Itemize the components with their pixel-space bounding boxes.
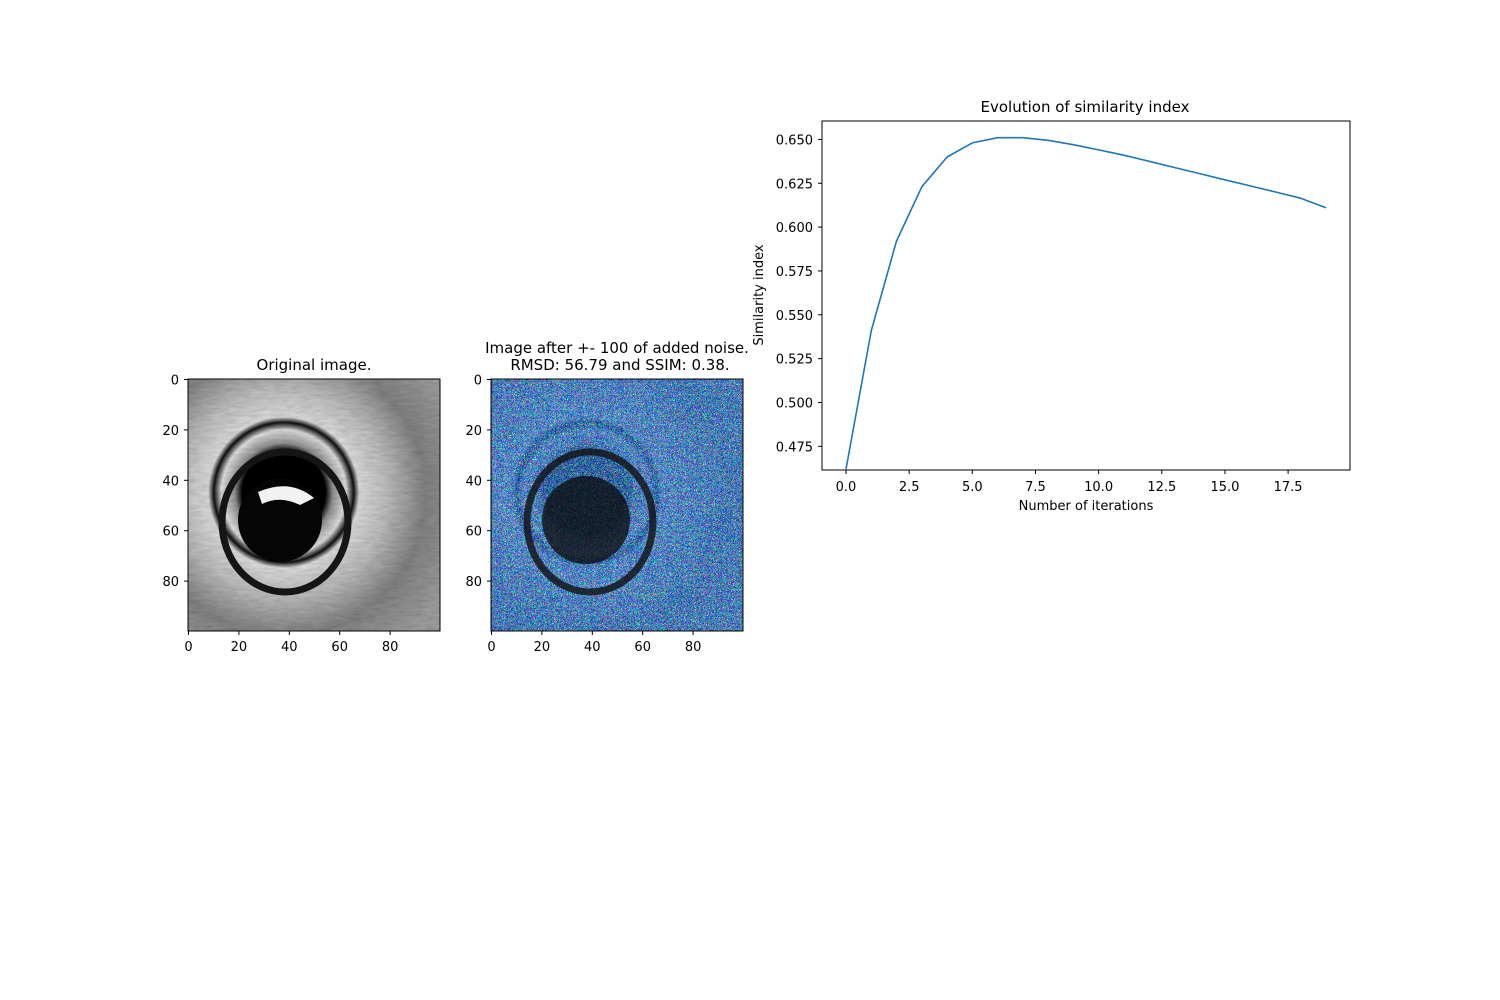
- noisy-image-ytick-label: 60: [465, 525, 482, 540]
- noisy-image-panel: Image after +- 100 of added noise. RMSD:…: [465, 339, 748, 655]
- original-image-xtick-label: 20: [231, 640, 248, 655]
- similarity-chart-ticks: 0.0 2.5 5.0 7.5 10.0 12.5 15.0 17.5 0.475 0.500 0.…: [776, 133, 1303, 495]
- similarity-chart-xlabel: Number of iterations: [1019, 499, 1154, 514]
- noisy-image-xtick-label: 60: [634, 640, 651, 655]
- noisy-image-xtick-label: 80: [685, 640, 702, 655]
- similarity-chart-frame: [821, 120, 1351, 471]
- noisy-image-xtick-label: 40: [584, 640, 601, 655]
- similarity-chart-ytick-label: 0.500: [776, 396, 813, 411]
- noisy-image-xtick-label: 20: [534, 640, 551, 655]
- similarity-chart-panel: Evolution of similarity index 0.0 2.5 5.0 7…: [752, 98, 1351, 514]
- similarity-chart-xtick-label: 2.5: [899, 480, 920, 495]
- similarity-chart-xtick-label: 7.5: [1025, 480, 1046, 495]
- original-image-title: Original image.: [257, 356, 372, 374]
- similarity-series-line: [845, 136, 1327, 470]
- similarity-chart-ytick-label: 0.625: [776, 177, 813, 192]
- original-image-panel: Original image. 0 20 40 60 80 0 20 40 60 80: [162, 356, 441, 656]
- similarity-chart-xtick-label: 5.0: [962, 480, 983, 495]
- noisy-image-ytick-label: 20: [465, 424, 482, 439]
- original-image-ytick-label: 60: [162, 525, 179, 540]
- original-image-ticks: 0 20 40 60 80 0 20 40 60 80: [162, 374, 398, 656]
- noisy-image-ticks: 0 20 40 60 80 0 20 40 60 80: [465, 374, 701, 656]
- similarity-chart-ytick-label: 0.575: [776, 265, 813, 280]
- original-image-xtick-label: 0: [184, 640, 192, 655]
- similarity-chart-xtick-label: 10.0: [1084, 480, 1113, 495]
- similarity-chart-ytick-label: 0.525: [776, 353, 813, 368]
- noisy-image-ytick-label: 0: [474, 374, 482, 389]
- original-image-xtick-label: 80: [382, 640, 399, 655]
- original-image: [188, 379, 440, 631]
- noisy-image-title-line-2: RMSD: 56.79 and SSIM: 0.38.: [510, 356, 729, 374]
- similarity-chart-ytick-label: 0.600: [776, 221, 813, 236]
- original-image-ytick-label: 20: [162, 424, 179, 439]
- noisy-image-xtick-label: 0: [487, 640, 495, 655]
- similarity-chart-title: Evolution of similarity index: [981, 98, 1190, 116]
- noisy-image-frame: [490, 378, 744, 632]
- similarity-chart-ytick-label: 0.550: [776, 309, 813, 324]
- original-image-frame: [187, 378, 441, 632]
- similarity-chart-ytick-label: 0.650: [776, 133, 813, 148]
- similarity-chart-ytick-label: 0.475: [776, 440, 813, 455]
- original-image-xtick-label: 60: [331, 640, 348, 655]
- noisy-image-ytick-label: 80: [465, 575, 482, 590]
- similarity-chart-xtick-label: 12.5: [1147, 480, 1176, 495]
- noisy-image-title-line-1: Image after +- 100 of added noise.: [485, 339, 749, 357]
- similarity-chart-xtick-label: 17.5: [1274, 480, 1303, 495]
- noisy-image: [491, 379, 743, 631]
- original-image-ytick-label: 80: [162, 575, 179, 590]
- noisy-image-ytick-label: 40: [465, 474, 482, 489]
- similarity-chart-ylabel: Similarity index: [752, 244, 767, 345]
- similarity-chart-xtick-label: 15.0: [1210, 480, 1239, 495]
- original-image-ytick-label: 40: [162, 474, 179, 489]
- original-image-xtick-label: 40: [281, 640, 298, 655]
- original-image-ytick-label: 0: [171, 374, 179, 389]
- similarity-chart-xtick-label: 0.0: [836, 480, 857, 495]
